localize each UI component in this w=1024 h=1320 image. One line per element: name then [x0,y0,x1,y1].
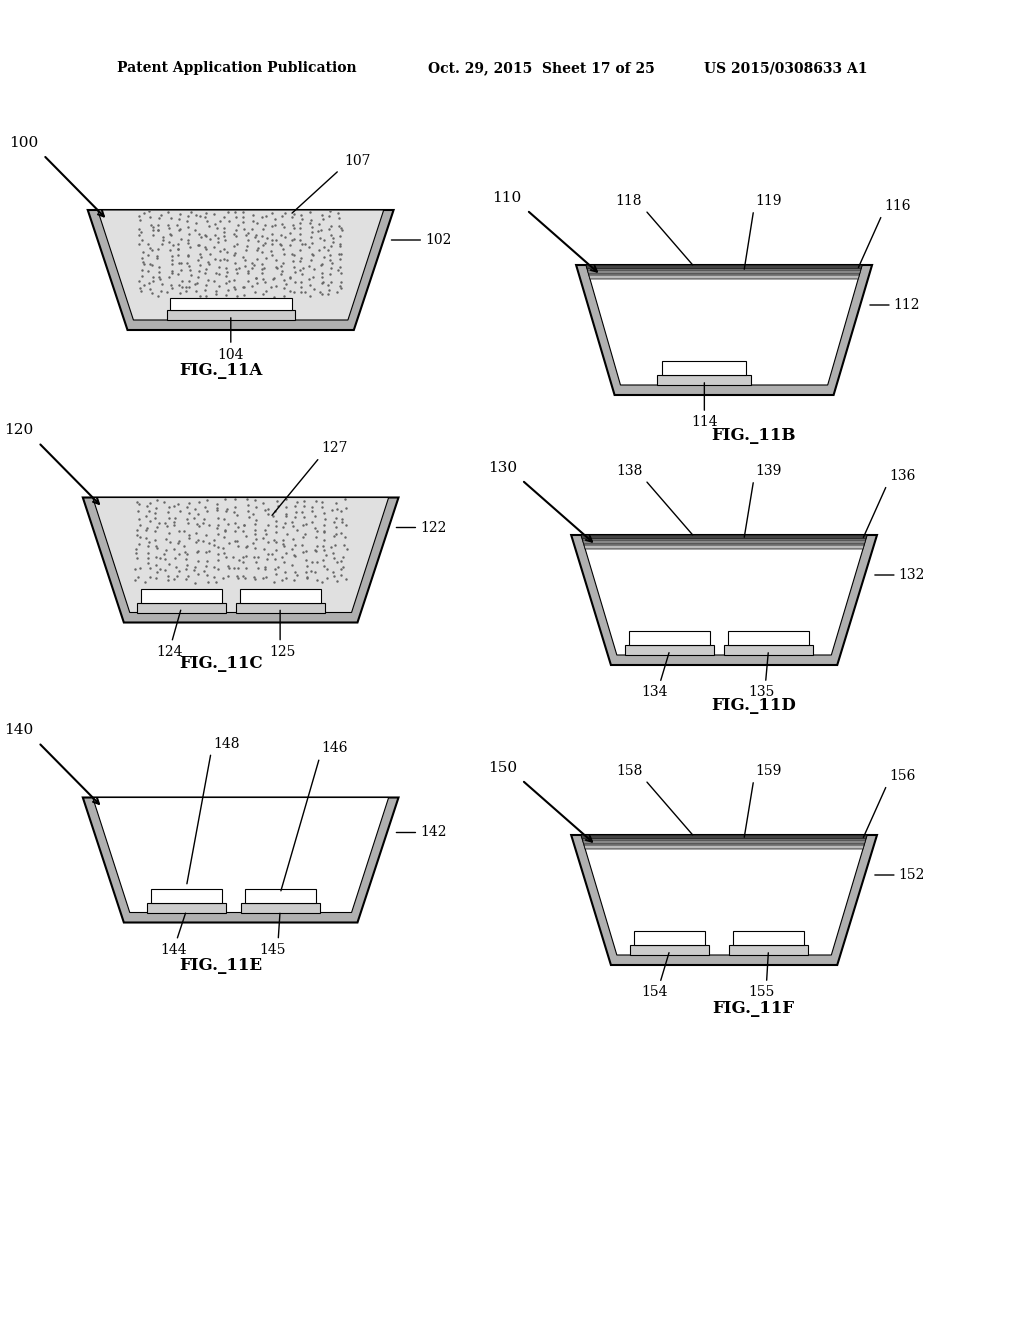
Text: Oct. 29, 2015  Sheet 17 of 25: Oct. 29, 2015 Sheet 17 of 25 [428,61,655,75]
Text: 144: 144 [161,942,187,957]
Text: FIG._11A: FIG._11A [179,362,262,379]
Text: 145: 145 [259,942,286,957]
Text: 135: 135 [749,685,775,700]
Polygon shape [83,498,398,623]
Text: 114: 114 [691,414,718,429]
Polygon shape [93,498,389,612]
FancyBboxPatch shape [170,298,292,310]
Text: 136: 136 [889,469,915,483]
Text: 132: 132 [899,568,925,582]
Text: 104: 104 [217,348,244,362]
Polygon shape [241,903,319,912]
Polygon shape [729,945,808,954]
Polygon shape [151,888,222,903]
Text: 122: 122 [420,520,446,535]
Text: 112: 112 [894,298,921,312]
Text: FIG._11E: FIG._11E [179,957,262,974]
Text: 148: 148 [213,737,240,751]
Text: 152: 152 [899,869,925,882]
Polygon shape [634,931,706,945]
Polygon shape [581,836,867,840]
Text: 159: 159 [756,764,782,777]
Polygon shape [583,540,865,544]
Text: 140: 140 [4,723,34,738]
Polygon shape [93,797,389,912]
Polygon shape [589,275,859,279]
Polygon shape [586,265,862,269]
Text: 110: 110 [493,191,522,205]
Polygon shape [240,589,321,603]
Polygon shape [588,271,861,275]
Text: 158: 158 [615,764,642,777]
Text: 134: 134 [642,685,669,700]
Polygon shape [663,360,746,375]
Text: 107: 107 [344,154,371,168]
Polygon shape [626,645,714,655]
Text: FIG._11C: FIG._11C [179,655,263,672]
Text: Patent Application Publication: Patent Application Publication [118,61,357,75]
Text: 127: 127 [322,441,348,455]
Text: 155: 155 [749,985,775,999]
Text: 139: 139 [756,465,782,478]
Text: 118: 118 [615,194,642,209]
Text: 120: 120 [4,424,34,437]
Text: 146: 146 [322,742,348,755]
Text: US 2015/0308633 A1: US 2015/0308633 A1 [705,61,868,75]
Text: FIG._11B: FIG._11B [712,426,796,444]
Polygon shape [245,888,315,903]
Polygon shape [581,535,867,539]
Polygon shape [583,840,865,843]
Polygon shape [631,945,710,954]
Polygon shape [141,589,222,603]
Polygon shape [728,631,809,645]
Text: 116: 116 [884,199,910,213]
Text: 119: 119 [756,194,782,209]
Polygon shape [586,265,862,385]
Text: 156: 156 [889,770,915,783]
Text: 102: 102 [425,234,452,247]
Polygon shape [584,545,864,549]
Polygon shape [657,375,752,385]
Polygon shape [97,210,384,319]
Polygon shape [88,210,393,330]
Polygon shape [581,535,867,655]
Polygon shape [137,603,226,612]
Text: 154: 154 [642,985,669,999]
Text: FIG._11F: FIG._11F [713,1001,795,1016]
Polygon shape [236,603,325,612]
Polygon shape [83,797,398,923]
Text: 150: 150 [487,762,517,775]
Polygon shape [581,836,867,954]
Text: FIG._11D: FIG._11D [712,697,796,714]
Text: 100: 100 [9,136,39,150]
FancyBboxPatch shape [167,310,295,319]
Polygon shape [724,645,813,655]
Text: 138: 138 [615,465,642,478]
Polygon shape [577,265,872,395]
Polygon shape [733,931,804,945]
Polygon shape [630,631,711,645]
Polygon shape [146,903,226,912]
Text: 125: 125 [269,644,295,659]
Text: 124: 124 [157,644,183,659]
Text: 130: 130 [487,461,517,475]
Polygon shape [571,535,877,665]
Polygon shape [584,845,864,849]
Polygon shape [571,836,877,965]
Text: 142: 142 [420,825,446,840]
